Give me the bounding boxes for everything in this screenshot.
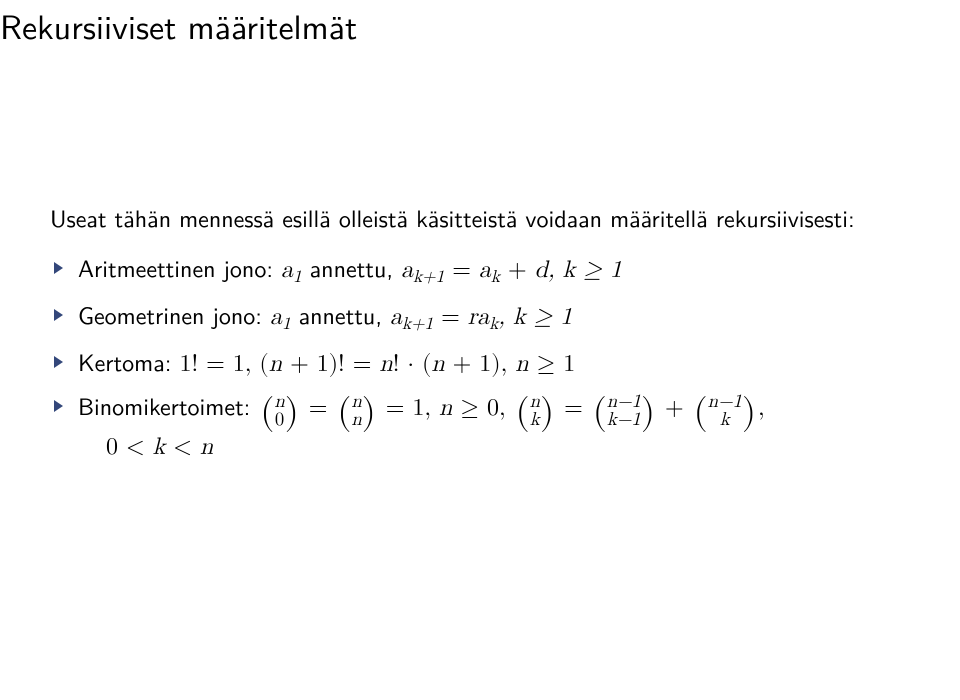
binom: (n−1k) (692, 391, 758, 429)
math-cond-tail: 0 < k < n (78, 429, 910, 465)
binom: (n0) (258, 391, 300, 429)
binom: (nk) (514, 391, 556, 429)
math-expr: 1! = 1, (n + 1)! = n! · (n + 1), n ≥ 1 (179, 352, 575, 376)
math-expr: ak+1 = ak + d, k ≥ 1 (401, 258, 622, 282)
list-item: Binomikertoimet: (n0) = (nn) = 1, n ≥ 0,… (50, 388, 910, 465)
list-item: Kertoma: 1! = 1, (n + 1)! = n! · (n + 1)… (50, 344, 910, 382)
binom: (nn) (335, 391, 377, 429)
math-expr: a1 (270, 305, 291, 329)
bullet-icon (54, 309, 63, 321)
math-cond: n ≥ 0, (439, 396, 514, 420)
slide-title: Rekursiiviset määritelmät (0, 0, 960, 50)
bullet-icon (54, 262, 63, 274)
item-label: Geometrinen jono: (78, 297, 270, 332)
item-label: Aritmeettinen jono: (78, 250, 281, 285)
item-text: annettu, (291, 297, 390, 332)
binom: (n−1k−1) (591, 391, 657, 429)
list-item: Aritmeettinen jono: a1 annettu, ak+1 = a… (50, 250, 910, 291)
item-label: Binomikertoimet: (78, 388, 258, 423)
item-label: Kertoma: (78, 344, 179, 379)
math-expr: a1 (281, 258, 302, 282)
bullet-icon (54, 400, 63, 412)
bullet-icon (54, 356, 63, 368)
list-item: Geometrinen jono: a1 annettu, ak+1 = rak… (50, 297, 910, 338)
math-expr: (n0) = (nn) = 1, n ≥ 0, (nk) = (n−1k−1) … (258, 396, 764, 420)
bullet-list: Aritmeettinen jono: a1 annettu, ak+1 = a… (50, 250, 910, 465)
intro-text: Useat tähän mennessä esillä olleistä käs… (50, 200, 910, 236)
item-text: annettu, (302, 250, 401, 285)
math-expr: ak+1 = rak, k ≥ 1 (390, 305, 572, 329)
